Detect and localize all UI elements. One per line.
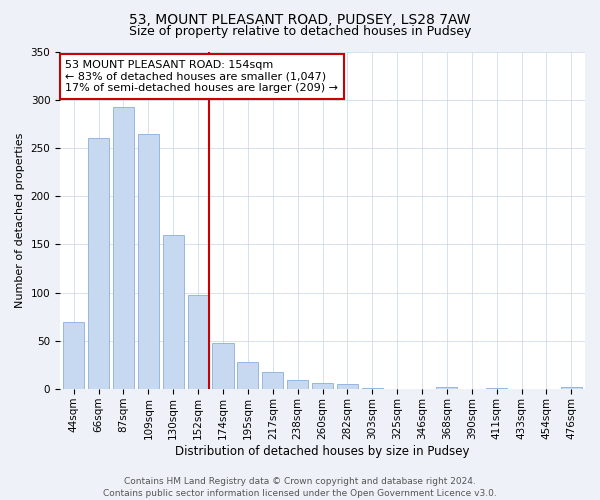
Bar [212, 343, 233, 389]
Bar [287, 380, 308, 389]
Bar [561, 388, 582, 389]
Y-axis label: Number of detached properties: Number of detached properties [15, 132, 25, 308]
Text: Size of property relative to detached houses in Pudsey: Size of property relative to detached ho… [129, 25, 471, 38]
Bar [362, 388, 383, 389]
Bar [88, 138, 109, 389]
Bar [113, 108, 134, 389]
Bar [337, 384, 358, 389]
Bar [237, 362, 259, 389]
Bar [436, 388, 457, 389]
Bar [63, 322, 84, 389]
Text: 53, MOUNT PLEASANT ROAD, PUDSEY, LS28 7AW: 53, MOUNT PLEASANT ROAD, PUDSEY, LS28 7A… [129, 12, 471, 26]
Text: 53 MOUNT PLEASANT ROAD: 154sqm
← 83% of detached houses are smaller (1,047)
17% : 53 MOUNT PLEASANT ROAD: 154sqm ← 83% of … [65, 60, 338, 93]
Bar [262, 372, 283, 389]
Text: Contains HM Land Registry data © Crown copyright and database right 2024.
Contai: Contains HM Land Registry data © Crown c… [103, 476, 497, 498]
X-axis label: Distribution of detached houses by size in Pudsey: Distribution of detached houses by size … [175, 444, 470, 458]
Bar [138, 134, 159, 389]
Bar [312, 384, 333, 389]
Bar [486, 388, 507, 389]
Bar [188, 294, 209, 389]
Bar [163, 235, 184, 389]
